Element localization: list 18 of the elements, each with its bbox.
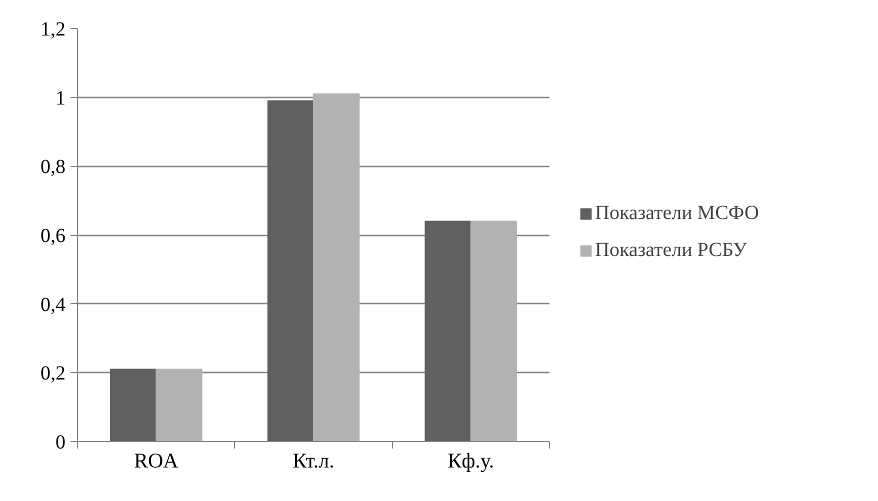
- bar: [313, 93, 360, 442]
- x-tick-label: Кф.у.: [448, 448, 494, 472]
- bar: [110, 368, 157, 442]
- y-tick-label: 1: [56, 87, 66, 110]
- y-tick-label: 1,2: [40, 18, 66, 40]
- x-tick-label: Кт.л.: [292, 448, 334, 472]
- legend-label: Показатели РСБУ: [595, 239, 747, 262]
- bar: [267, 100, 314, 442]
- bar: [424, 220, 472, 442]
- y-tick-label: 0,2: [40, 362, 66, 385]
- legend-label: Показатели МСФО: [595, 202, 759, 225]
- x-tick-label: ROA: [134, 448, 180, 472]
- y-tick-label: 0,8: [40, 156, 66, 178]
- bar: [156, 368, 202, 442]
- y-tick-label: 0: [56, 432, 66, 454]
- y-tick-label: 0,4: [40, 294, 66, 316]
- bar: [470, 220, 517, 442]
- y-tick-label: 0,6: [40, 225, 66, 247]
